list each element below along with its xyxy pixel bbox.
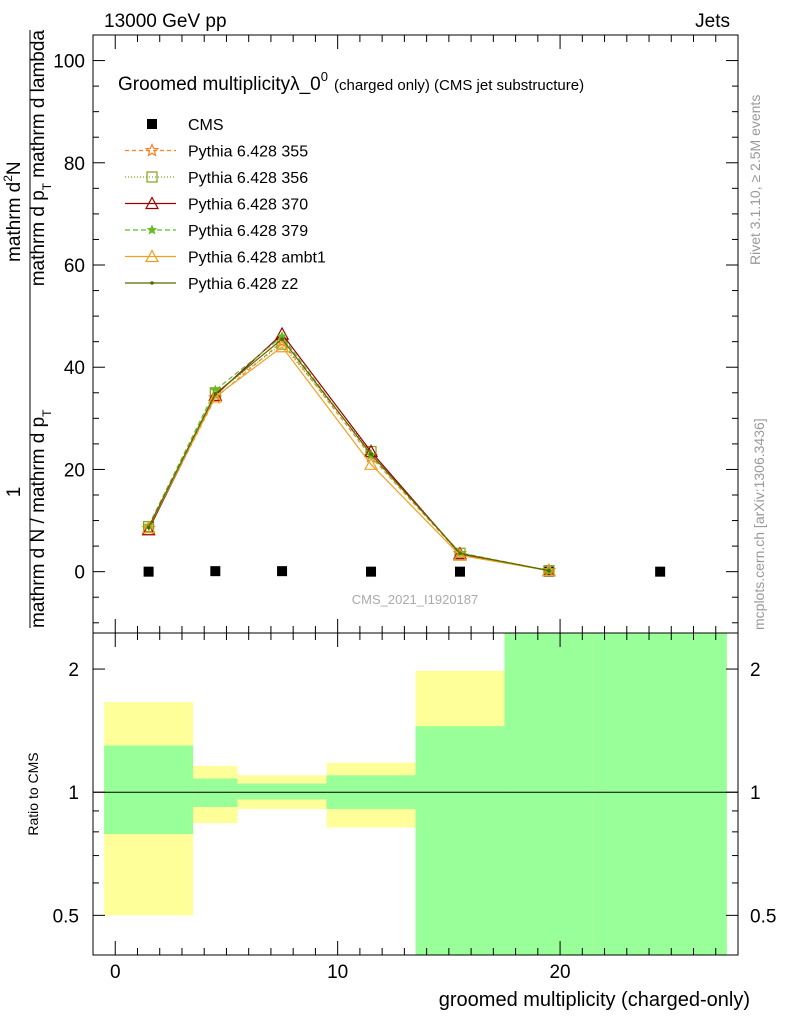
legend-label-ambt1: Pythia 6.428 ambt1 bbox=[188, 250, 326, 267]
band-green-4 bbox=[415, 726, 505, 955]
series-line-p355 bbox=[148, 340, 550, 572]
plot-title: Groomed multiplicityλ_00(charged only) (… bbox=[118, 69, 584, 95]
watermark: CMS_2021_I1920187 bbox=[352, 592, 479, 607]
band-green-6 bbox=[593, 633, 727, 955]
marker-z2-0 bbox=[146, 525, 151, 529]
ytick-label-40: 40 bbox=[64, 358, 85, 379]
ratio-ytick-label-right-1: 1 bbox=[750, 783, 761, 804]
mcplots-label: mcplots.cern.ch [arXiv:1306.3436] bbox=[751, 418, 767, 630]
ylabel-num: mathrm d2N bbox=[1, 161, 25, 262]
ratio-ytick-label-left-2: 2 bbox=[68, 660, 79, 681]
marker-legend-cms bbox=[147, 119, 157, 129]
marker-z2-4 bbox=[458, 551, 462, 556]
legend-entry-p370: Pythia 6.428 370 bbox=[125, 196, 308, 214]
marker-cms-4 bbox=[454, 566, 465, 577]
marker-z2-2 bbox=[280, 337, 284, 341]
series-ambt1 bbox=[141, 339, 556, 577]
marker-z2-1 bbox=[213, 392, 218, 396]
marker-ambt1-4 bbox=[452, 548, 467, 561]
xtick-label-20: 20 bbox=[549, 962, 570, 983]
ylabel-one: 1 bbox=[4, 487, 25, 498]
marker-ambt1-2 bbox=[275, 339, 290, 353]
series-line-p370 bbox=[148, 333, 550, 572]
marker-cms-0 bbox=[143, 566, 154, 577]
header-left: 13000 GeV pp bbox=[104, 11, 227, 32]
ratio-ytick-label-left-0.5: 0.5 bbox=[53, 906, 79, 927]
ratio-plot: 0.5 0.51 12 20 10 20 bbox=[53, 632, 776, 983]
ratio-ytick-label-right-0.5: 0.5 bbox=[750, 906, 776, 927]
band-green-1 bbox=[193, 778, 238, 808]
ytick-label-60: 60 bbox=[64, 256, 85, 277]
series-cms bbox=[143, 566, 666, 577]
ytick-label-80: 80 bbox=[64, 154, 85, 175]
x-axis-label: groomed multiplicity (charged-only) bbox=[439, 989, 750, 1011]
band-green-2 bbox=[237, 783, 327, 800]
legend-label-cms: CMS bbox=[188, 117, 224, 134]
header-right: Jets bbox=[695, 11, 730, 32]
band-green-5 bbox=[504, 633, 594, 955]
legend-entry-p356: Pythia 6.428 356 bbox=[125, 170, 308, 187]
marker-cms-6 bbox=[655, 566, 666, 577]
legend-label-p370: Pythia 6.428 370 bbox=[188, 197, 308, 214]
series-p356 bbox=[143, 338, 555, 577]
band-green-0 bbox=[104, 745, 194, 835]
marker-cms-3 bbox=[366, 566, 377, 577]
marker-ambt1-3 bbox=[364, 457, 379, 470]
marker-ambt1-1 bbox=[208, 389, 223, 403]
marker-ambt1-0 bbox=[141, 520, 156, 534]
xtick-label-0: 0 bbox=[110, 962, 121, 983]
legend-label-z2: Pythia 6.428 z2 bbox=[188, 276, 298, 293]
series-p355 bbox=[141, 334, 557, 577]
marker-legend-ambt1 bbox=[144, 249, 160, 263]
ratio-ylabel: Ratio to CMS bbox=[25, 752, 41, 835]
marker-z2-5 bbox=[547, 568, 551, 573]
ytick-label-20: 20 bbox=[64, 460, 85, 481]
ratio-frame bbox=[92, 632, 739, 956]
marker-cms-2 bbox=[277, 566, 288, 577]
ratio-ytick-label-right-2: 2 bbox=[750, 660, 761, 681]
series-line-p379 bbox=[148, 335, 550, 572]
marker-legend-p356 bbox=[146, 171, 158, 183]
ylabel-frac-bottom: mathrm d N / mathrm d pT bbox=[28, 409, 54, 628]
ylabel-frac-top: mathrm d pTmathrm d lambda bbox=[28, 30, 54, 287]
series-line-z2 bbox=[148, 338, 550, 572]
legend-entry-p379: Pythia 6.428 379 bbox=[125, 223, 308, 240]
legend-entry-z2: Pythia 6.428 z2 bbox=[125, 276, 298, 293]
marker-legend-z2 bbox=[150, 281, 154, 285]
marker-z2-3 bbox=[369, 452, 373, 456]
rivet-label: Rivet 3.1.10, ≥ 2.5M events bbox=[747, 95, 763, 265]
legend-label-p356: Pythia 6.428 356 bbox=[188, 170, 308, 187]
xtick-label-10: 10 bbox=[327, 962, 348, 983]
ytick-label-100: 100 bbox=[53, 52, 85, 73]
main-ylabel: 1 mathrm d2N mathrm d pTmathrm d lambda … bbox=[1, 30, 54, 628]
series-line-p356 bbox=[148, 343, 550, 572]
legend-entry-ambt1: Pythia 6.428 ambt1 bbox=[125, 249, 326, 267]
series-p370 bbox=[141, 326, 556, 577]
marker-cms-1 bbox=[210, 566, 221, 577]
marker-legend-p379 bbox=[146, 224, 158, 235]
legend-entry-cms: CMS bbox=[147, 117, 224, 134]
marker-p355-5 bbox=[541, 562, 557, 577]
main-plot: 0 20 40 60 80 100 Groomed multiplicityλ_00(ch… bbox=[53, 34, 739, 634]
ytick-label-0: 0 bbox=[74, 563, 85, 584]
marker-p355-0 bbox=[141, 520, 156, 535]
series-p379 bbox=[143, 331, 555, 576]
legend-label-p379: Pythia 6.428 379 bbox=[188, 223, 308, 240]
marker-legend-p355 bbox=[144, 142, 160, 157]
marker-legend-p370 bbox=[144, 196, 160, 210]
legend-entry-p355: Pythia 6.428 355 bbox=[125, 142, 308, 161]
legend-label-p355: Pythia 6.428 355 bbox=[188, 144, 308, 161]
ratio-ytick-label-left-1: 1 bbox=[68, 783, 79, 804]
series-line-ambt1 bbox=[148, 345, 550, 572]
series-z2 bbox=[146, 337, 551, 573]
legend: CMS Pythia 6.428 355 Pythia 6.428 356 Pythi… bbox=[125, 117, 326, 293]
